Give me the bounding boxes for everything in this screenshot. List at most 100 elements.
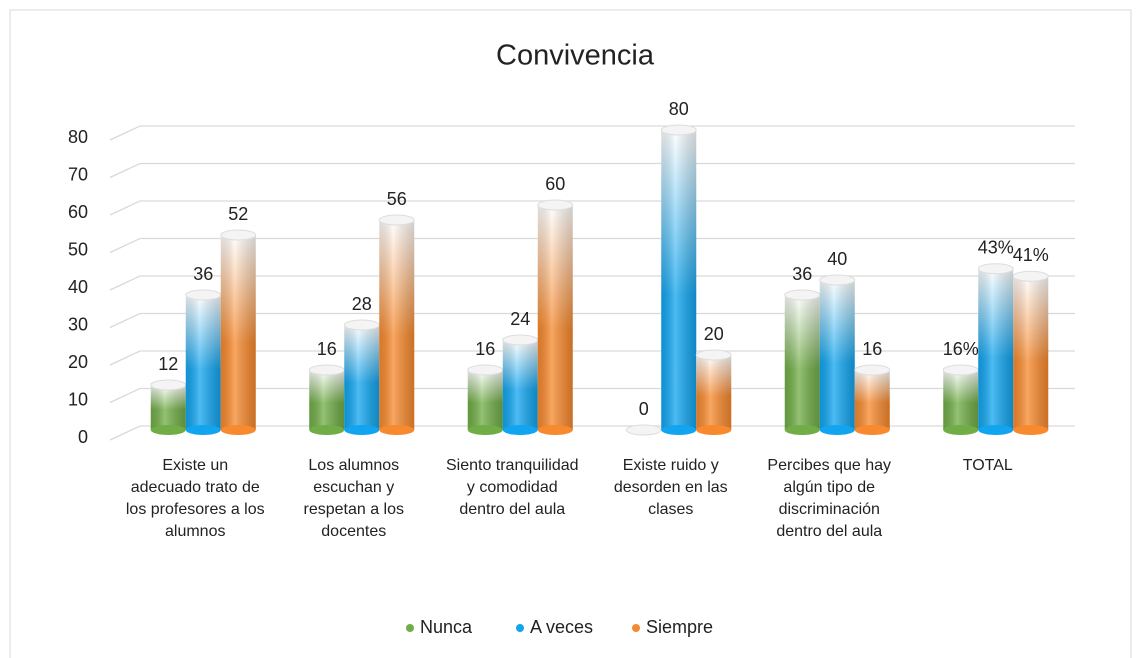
x-tick-label: Siento tranquilidad y comodidad dentro d…: [445, 457, 579, 518]
data-label: 20: [704, 324, 724, 344]
bar: [625, 424, 662, 436]
grid-line: [109, 200, 1075, 216]
bar: [467, 364, 504, 435]
bar-shade: [854, 370, 890, 430]
data-label: 28: [352, 294, 372, 314]
y-tick-label: 80: [68, 127, 88, 147]
bar-shade: [309, 370, 345, 430]
bar-base: [537, 425, 573, 435]
bar: [343, 319, 380, 435]
bar-top: [467, 364, 504, 376]
y-tick-label: 20: [68, 352, 88, 372]
bar-shade: [978, 268, 1014, 430]
bar-base: [943, 425, 979, 435]
bar-shade: [150, 385, 186, 430]
legend-marker: [516, 624, 524, 632]
bar-top: [977, 263, 1014, 275]
bar: [784, 289, 821, 435]
grid-line: [109, 312, 1075, 329]
bar-shade: [379, 220, 415, 430]
x-tick-label: Existe ruido y desorden en las clases: [613, 457, 728, 518]
bar: [537, 199, 574, 435]
bar-base: [784, 425, 820, 435]
bar-top: [942, 364, 979, 376]
bar-base: [978, 425, 1014, 435]
bar-top: [150, 379, 187, 391]
y-tick-label: 70: [68, 164, 88, 184]
data-label: 0: [639, 399, 649, 419]
data-label: 36: [193, 264, 213, 284]
bar-base: [661, 425, 697, 435]
data-label: 60: [545, 174, 565, 194]
bar: [819, 274, 856, 435]
bar-top: [854, 364, 891, 376]
bar-shade: [344, 325, 380, 430]
data-label: 56: [387, 189, 407, 209]
bar: [150, 379, 187, 435]
y-tick-label: 0: [78, 427, 88, 447]
bar-base: [309, 425, 345, 435]
bar-top: [625, 424, 662, 436]
bar: [502, 334, 539, 435]
data-label: 36: [792, 264, 812, 284]
data-label: 16: [862, 339, 882, 359]
bar-base: [502, 425, 538, 435]
bar-shade: [661, 130, 697, 430]
data-label: 16: [317, 339, 337, 359]
bar-base: [467, 425, 503, 435]
x-tick-label: Los alumnos escuchan y respetan a los do…: [303, 457, 404, 540]
bar: [854, 364, 891, 435]
bar: [220, 229, 257, 435]
bar-shade: [537, 205, 573, 430]
grid-line: [109, 162, 1075, 179]
bar-shade: [502, 340, 538, 430]
bar-base: [344, 425, 380, 435]
bar-top: [308, 364, 345, 376]
bar: [1012, 270, 1049, 435]
bar: [308, 364, 345, 435]
bar-shade: [819, 280, 855, 430]
x-tick-label: TOTAL: [962, 457, 1013, 474]
bar-base: [185, 425, 221, 435]
bar: [185, 289, 222, 435]
legend-label: A veces: [530, 617, 593, 637]
grid-line: [109, 387, 1075, 404]
bar: [942, 364, 979, 435]
bar-shade: [467, 370, 503, 430]
bar-top: [378, 214, 415, 226]
y-tick-label: 10: [68, 389, 88, 409]
legend-marker: [632, 624, 640, 632]
y-tick-label: 50: [68, 239, 88, 259]
bar-top: [819, 274, 856, 286]
y-tick-label: 60: [68, 202, 88, 222]
legend-label: Nunca: [420, 617, 473, 637]
grid-line: [109, 275, 1075, 291]
bar-shade: [220, 235, 256, 430]
bar-top: [695, 349, 732, 361]
bar-top: [784, 289, 821, 301]
bar-shade: [1013, 276, 1049, 430]
grid-line: [109, 350, 1075, 366]
data-label: 52: [228, 204, 248, 224]
bar-base: [220, 425, 256, 435]
x-tick-label: Percibes que hay algún tipo de discrimin…: [767, 457, 892, 540]
data-label: 43%: [978, 238, 1014, 258]
bar-base: [819, 425, 855, 435]
bar-top: [1012, 270, 1049, 282]
data-label: 12: [158, 354, 178, 374]
bar-base: [1013, 425, 1049, 435]
bar-shade: [696, 355, 732, 430]
data-label: 16%: [943, 339, 979, 359]
data-label: 24: [510, 309, 530, 329]
x-tick-label: Existe un adecuado trato de los profesor…: [125, 457, 265, 540]
bar-base: [854, 425, 890, 435]
legend-label: Siempre: [646, 617, 713, 637]
bar: [378, 214, 415, 435]
bar-shade: [943, 370, 979, 430]
bar-base: [150, 425, 186, 435]
grid-line: [109, 237, 1075, 254]
grid-line: [109, 425, 1075, 441]
bar-shade: [185, 295, 221, 430]
